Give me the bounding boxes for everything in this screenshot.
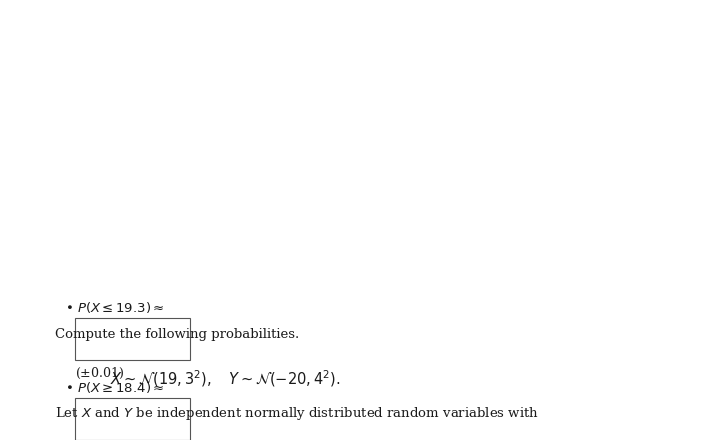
Bar [75,398,190,440]
Bar [75,318,190,360]
Text: ($\pm$0.01): ($\pm$0.01) [75,366,124,381]
Text: Compute the following probabilities.: Compute the following probabilities. [55,328,300,341]
Text: • $P(X \geq 18.4) \approx$: • $P(X \geq 18.4) \approx$ [65,380,164,395]
Text: Let $X$ and $Y$ be independent normally distributed random variables with: Let $X$ and $Y$ be independent normally … [55,405,539,422]
Text: • $P(X \leq 19.3) \approx$: • $P(X \leq 19.3) \approx$ [65,300,164,315]
Text: $X \sim \mathcal{N}(19, 3^2), \quad Y \sim \mathcal{N}(-20, 4^2).$: $X \sim \mathcal{N}(19, 3^2), \quad Y \s… [110,368,341,389]
